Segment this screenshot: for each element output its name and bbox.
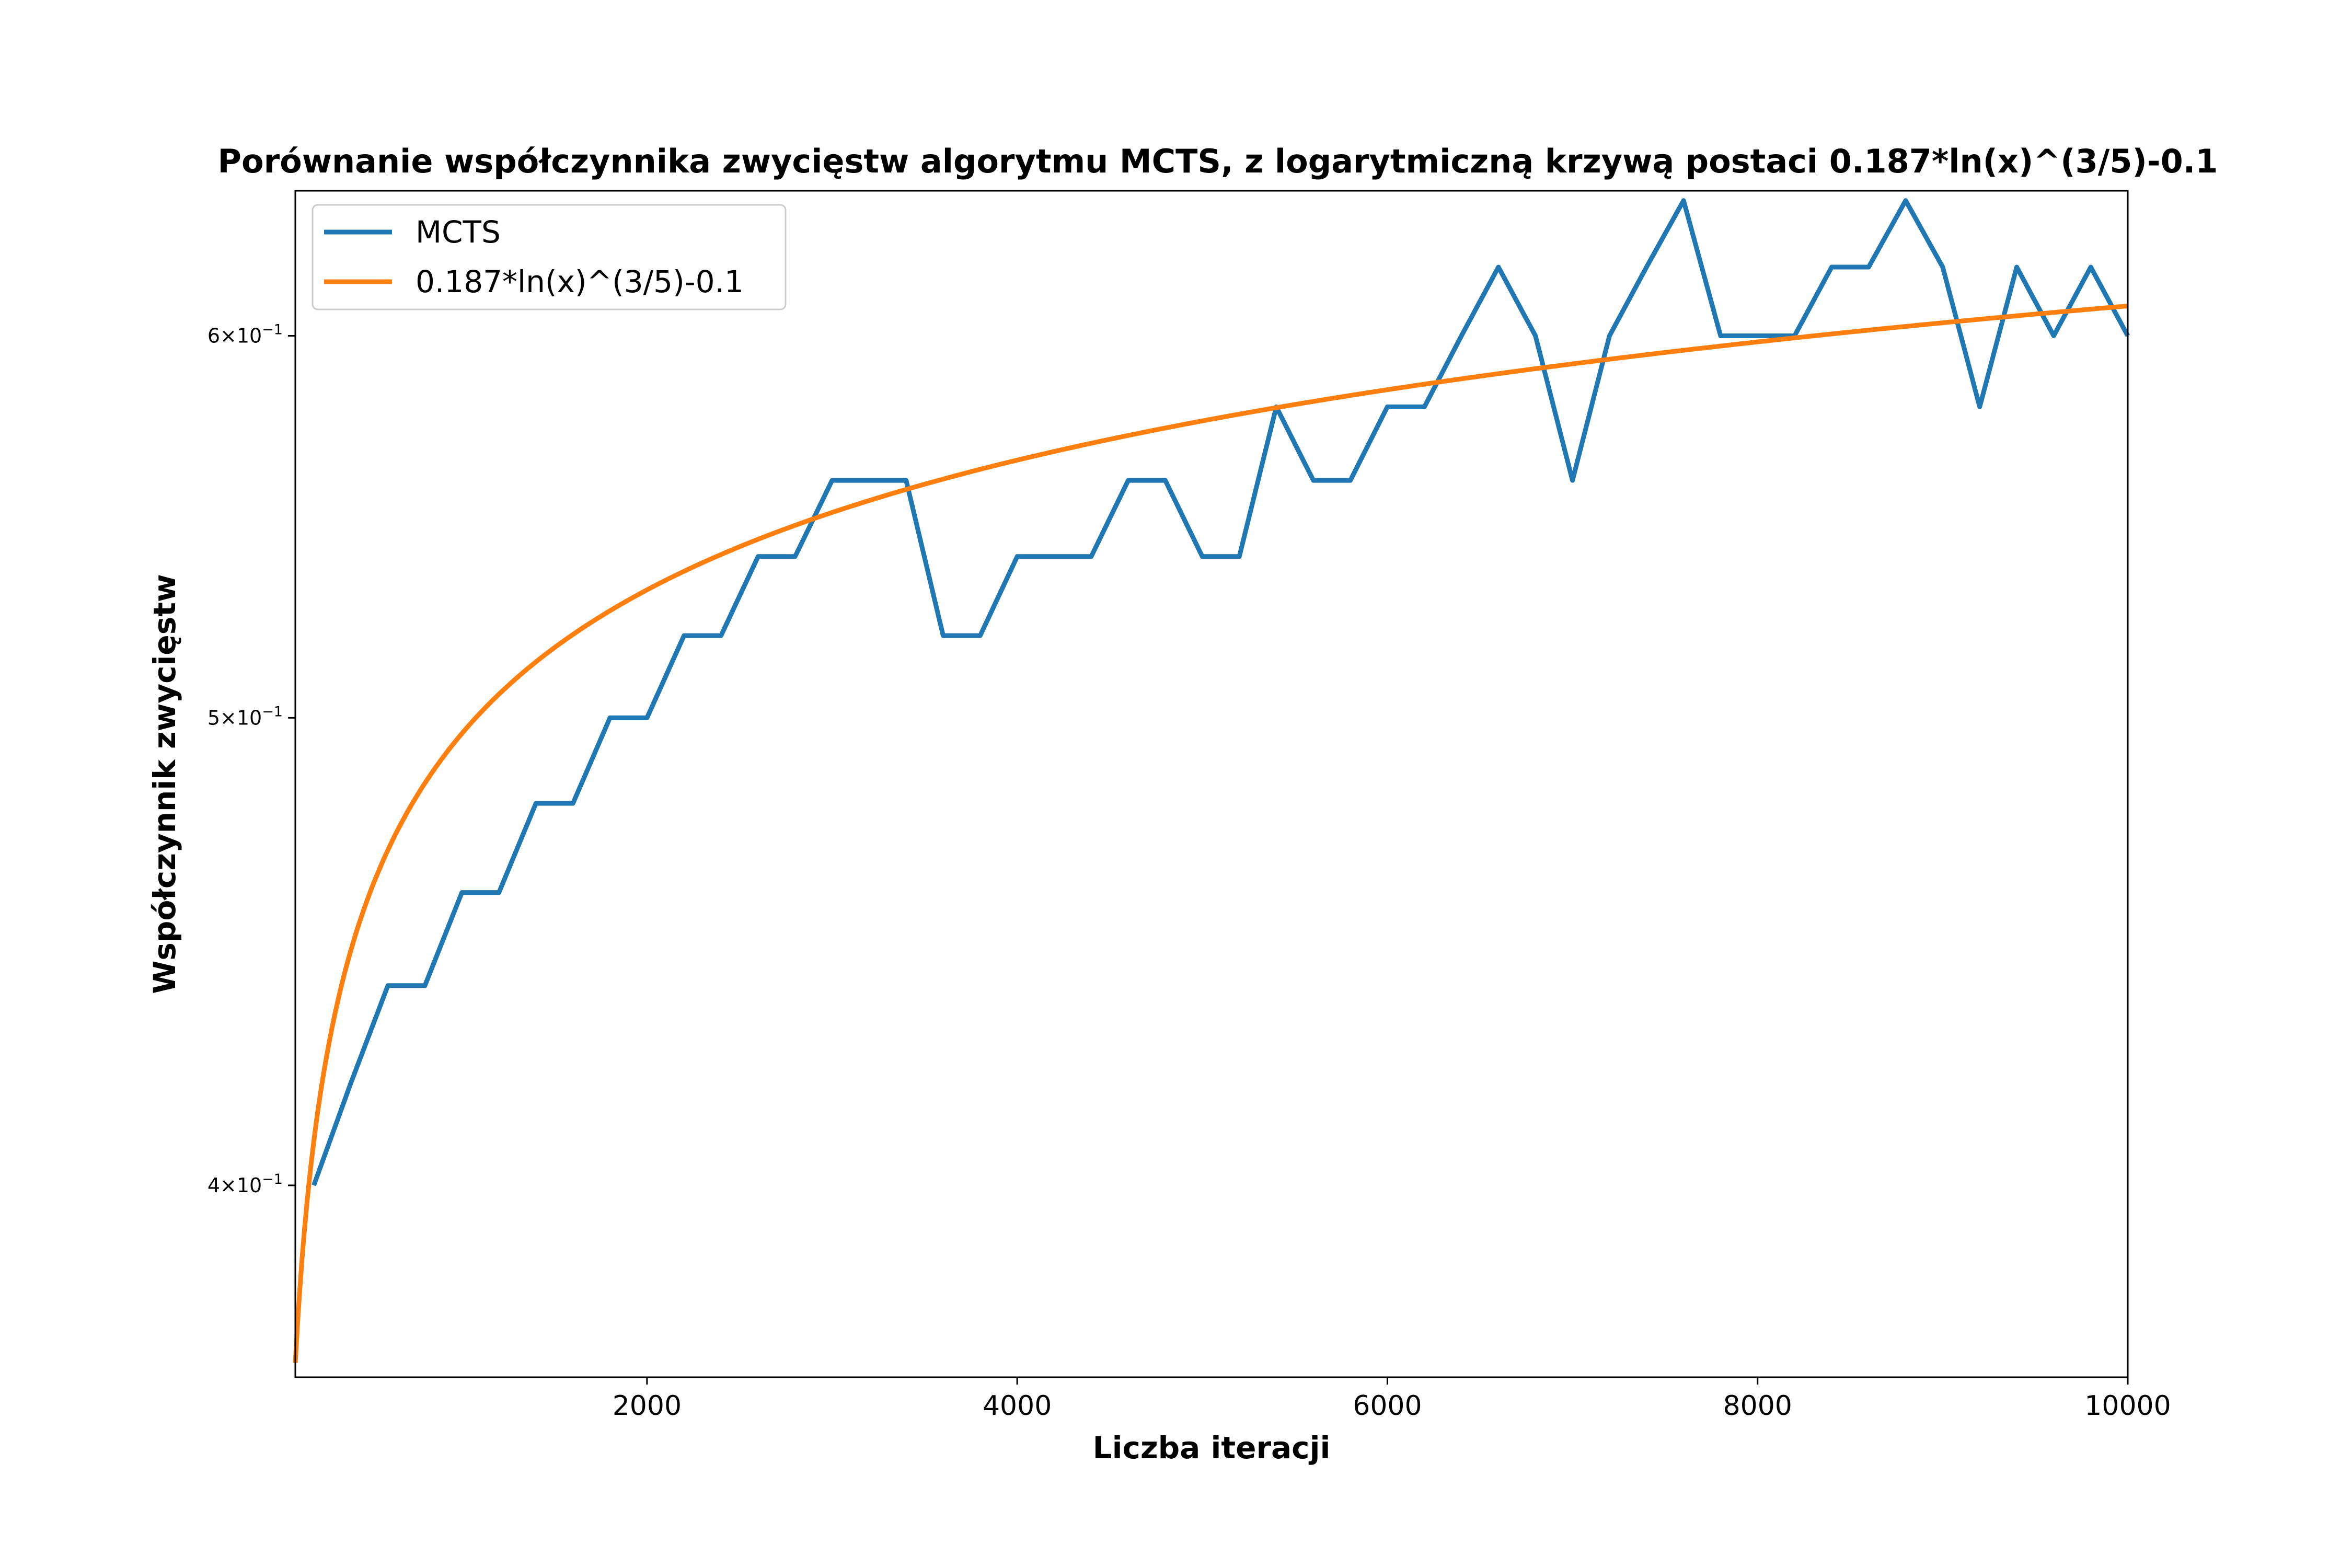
y-tick-label: 4×10−1	[207, 1171, 283, 1197]
x-axis: 2000 4000 6000 8000 10000	[613, 1377, 2171, 1422]
y-tick-label: 6×10−1	[207, 321, 283, 347]
x-tick-label: 2000	[613, 1390, 682, 1422]
legend: MCTS 0.187*ln(x)^(3/5)-0.1	[312, 204, 787, 310]
x-tick-label: 6000	[1353, 1390, 1422, 1422]
plot-area	[293, 190, 2130, 1378]
series-line-0	[312, 198, 2130, 1186]
x-axis-label: Liczba iteracji	[1093, 1430, 1331, 1466]
plot-frame	[294, 190, 2129, 1378]
x-tick-label: 8000	[1723, 1390, 1792, 1422]
y-tick-label: 5×10−1	[207, 704, 283, 729]
y-axis: 4×10−1 5×10−1 6×10−1	[207, 321, 295, 1197]
legend-label-1: 0.187*ln(x)^(3/5)-0.1	[416, 264, 744, 299]
x-tick-label: 10000	[2084, 1390, 2171, 1422]
x-tick-label: 4000	[983, 1390, 1052, 1422]
legend-label-0: MCTS	[416, 214, 501, 250]
legend-box	[312, 204, 787, 310]
y-axis-label: Współczynnik zwycięstw	[147, 574, 182, 994]
series-line-1	[293, 303, 2128, 1363]
series-layer	[293, 198, 2130, 1363]
chart-title: Porównanie współczynnika zwycięstw algor…	[218, 142, 2218, 180]
